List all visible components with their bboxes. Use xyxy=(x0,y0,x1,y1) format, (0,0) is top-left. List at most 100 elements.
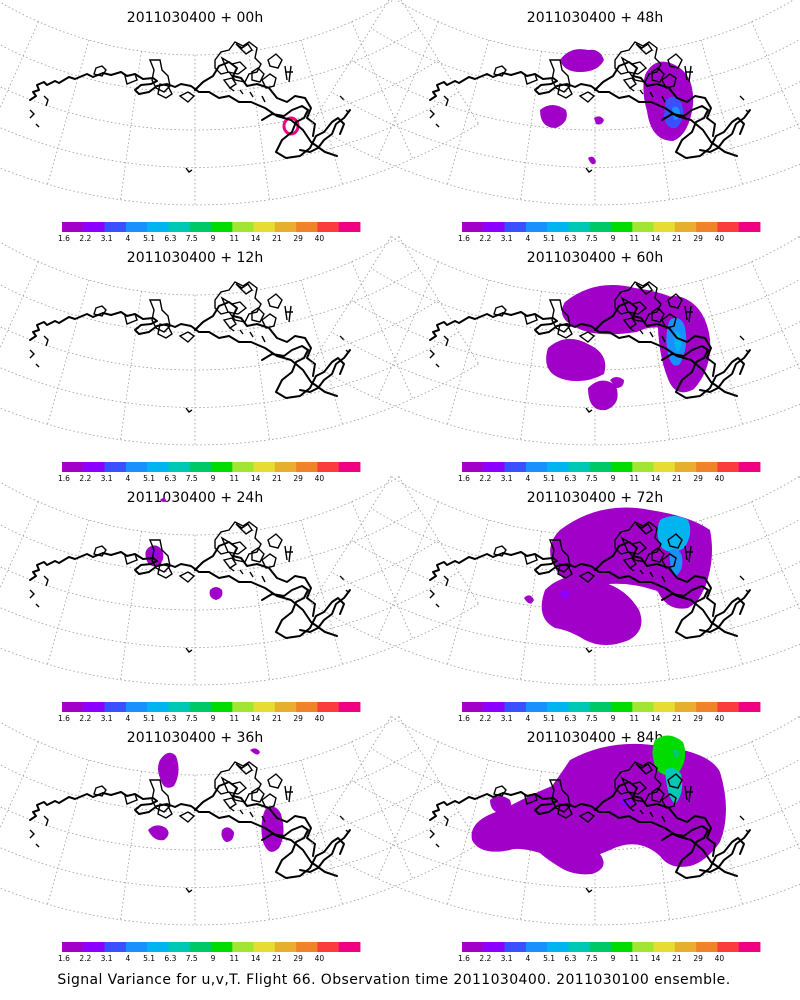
meridian-line xyxy=(47,519,90,665)
colorbar-tick-label: 4 xyxy=(126,714,131,723)
colorbar-swatch xyxy=(317,222,340,232)
colorbar-tick-label: 7.5 xyxy=(586,714,598,723)
colorbar-swatch xyxy=(104,222,127,232)
colorbar-swatch xyxy=(696,222,718,232)
colorbar-swatch xyxy=(62,702,84,712)
latitude-line xyxy=(390,236,800,296)
latitude-line xyxy=(390,716,800,776)
colorbar-swatch xyxy=(147,702,169,712)
latitude-line xyxy=(390,476,800,536)
colorbar-swatch xyxy=(232,942,254,952)
colorbar-tick-label: 6.3 xyxy=(164,714,176,723)
colorbar-tick-label: 11 xyxy=(230,474,240,483)
latitude-line xyxy=(350,59,800,131)
colorbar-tick-label: 29 xyxy=(293,714,303,723)
colorbar-swatch xyxy=(632,462,654,472)
map-panel: 2011030400 + 24h 1.6 2.2 3.1 4 5.1 6.3 7.5 9 11 14… xyxy=(0,476,479,723)
colorbar-swatch xyxy=(211,702,233,712)
map-panel: 2011030400 + 84h 1.6 2.2 3.1 4 5.1 6.3 7.5 9 11 14… xyxy=(311,716,800,963)
colorbar-tick-label: 29 xyxy=(293,234,303,243)
colorbar-tick-label: 5.1 xyxy=(543,954,555,963)
colorbar-tick-label: 14 xyxy=(251,234,261,243)
variance-region xyxy=(519,817,604,875)
colorbar-swatch xyxy=(462,222,484,232)
meridian-line xyxy=(300,759,343,905)
colorbar-swatch xyxy=(653,222,676,232)
colorbar-swatch xyxy=(274,942,297,952)
colorbar-swatch xyxy=(525,942,548,952)
colorbar-tick-label: 7.5 xyxy=(186,234,198,243)
variance-region xyxy=(541,576,642,645)
meridian-line xyxy=(377,261,439,399)
colorbar-swatch xyxy=(125,942,148,952)
colorbar-swatch xyxy=(504,462,527,472)
latitude-line xyxy=(370,27,800,93)
colorbar-tick-label: 11 xyxy=(230,714,240,723)
map-panel: 2011030400 + 36h 1.6 2.2 3.1 4 5.1 6.3 7.5 9 11 14… xyxy=(0,716,479,963)
meridian-line xyxy=(447,759,490,905)
colorbar-swatch xyxy=(232,462,254,472)
colorbar-swatch xyxy=(653,462,676,472)
latitude-line xyxy=(0,236,400,296)
colorbar-tick-label: 11 xyxy=(230,234,240,243)
meridian-line xyxy=(398,236,479,364)
colorbar-swatch xyxy=(462,702,484,712)
colorbar-swatch xyxy=(696,942,718,952)
meridian-line xyxy=(700,39,743,185)
latitude-line xyxy=(0,603,479,686)
colorbar-tick-label: 1.6 xyxy=(458,474,470,483)
colorbar-tick-label: 6.3 xyxy=(564,474,576,483)
colorbar-swatch xyxy=(317,462,340,472)
meridian-line xyxy=(398,716,479,844)
meridian-line xyxy=(377,501,439,639)
latitude-line xyxy=(311,123,800,206)
variance-region xyxy=(160,498,166,502)
colorbar-tick-label: 5.1 xyxy=(543,714,555,723)
colorbar-swatch xyxy=(504,702,527,712)
colorbar-tick-label: 29 xyxy=(693,474,703,483)
colorbar-tick-label: 7.5 xyxy=(586,234,598,243)
latitude-line xyxy=(0,59,440,131)
panel-title: 2011030400 + 00h xyxy=(127,10,263,26)
colorbar-swatch xyxy=(296,462,318,472)
colorbar-tick-label: 6.3 xyxy=(164,234,176,243)
colorbar-swatch xyxy=(83,702,105,712)
latitude-line xyxy=(0,267,420,333)
polar-map xyxy=(0,716,479,926)
latitude-line xyxy=(0,331,459,408)
latitude-line xyxy=(331,811,800,888)
colorbar-tick-label: 14 xyxy=(651,714,661,723)
colorbar-tick-label: 6.3 xyxy=(564,234,576,243)
variance-region xyxy=(657,516,691,552)
colorbar-swatch xyxy=(717,942,740,952)
colorbar: 1.6 2.2 3.1 4 5.1 6.3 7.5 9 11 14 21 29 40 xyxy=(458,462,761,483)
colorbar: 1.6 2.2 3.1 4 5.1 6.3 7.5 9 11 14 21 29 40 xyxy=(458,702,761,723)
polar-map xyxy=(311,716,800,926)
variance-region xyxy=(672,749,680,758)
colorbar-tick-label: 3.1 xyxy=(501,714,513,723)
colorbar-swatch xyxy=(253,462,276,472)
colorbar-swatch xyxy=(168,222,191,232)
colorbar-tick-label: 3.1 xyxy=(101,954,113,963)
variance-region xyxy=(560,590,570,599)
variance-region xyxy=(490,796,511,814)
colorbar-swatch xyxy=(738,462,761,472)
colorbar-tick-label: 6.3 xyxy=(564,714,576,723)
coastline xyxy=(29,281,351,413)
meridian-line xyxy=(0,261,39,349)
colorbar-swatch xyxy=(232,222,254,232)
colorbar-swatch xyxy=(589,942,612,952)
colorbar-swatch xyxy=(483,462,505,472)
colorbar-swatch xyxy=(125,222,148,232)
colorbar-tick-label: 5.1 xyxy=(143,954,155,963)
colorbar-swatch xyxy=(547,462,569,472)
colorbar-swatch xyxy=(211,222,233,232)
panel-title: 2011030400 + 60h xyxy=(527,250,663,266)
colorbar-tick-label: 5.1 xyxy=(143,474,155,483)
colorbar-swatch xyxy=(125,702,148,712)
colorbar-swatch xyxy=(317,702,340,712)
colorbar-swatch xyxy=(62,942,84,952)
colorbar-swatch xyxy=(168,942,191,952)
colorbar-swatch xyxy=(717,222,740,232)
colorbar-tick-label: 3.1 xyxy=(501,474,513,483)
